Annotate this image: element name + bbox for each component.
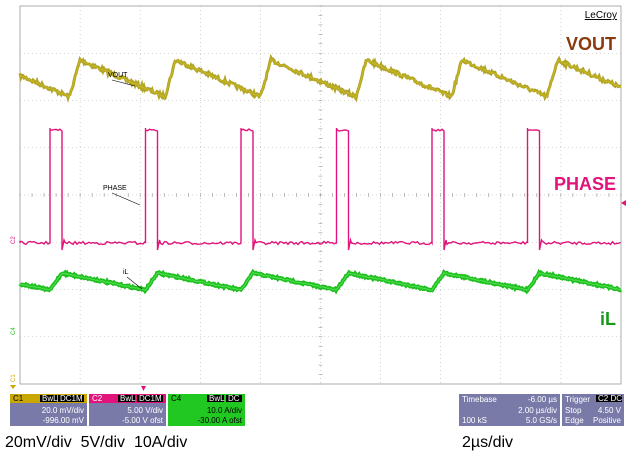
trigger-panel[interactable]: Trigger C2 DC Stop 4.50 V Edge Positive (562, 394, 624, 426)
trigger-level: 4.50 V (598, 406, 622, 415)
graticule (19, 5, 622, 385)
c1-ground-arrow (10, 385, 16, 389)
il-label: iL (600, 309, 616, 329)
trigger-slope: Positive (593, 416, 622, 425)
trigger-source: C2 DC (598, 394, 622, 403)
c1-tag-bwl: BwL (42, 394, 58, 403)
vout-annotation: VOUT (108, 72, 128, 79)
timebase-panel[interactable]: Timebase -6.00 µs 2.00 µs/div 100 kS 5.0… (459, 394, 560, 426)
trigger-position-marker[interactable] (141, 386, 146, 391)
timebase-rate: 5.0 GS/s (526, 416, 557, 425)
timebase-label: Timebase (462, 395, 497, 404)
trigger-mode: Stop (565, 406, 582, 415)
brand-logo: LeCroy (585, 10, 617, 21)
c4-tag-coupling: DC (228, 394, 240, 403)
channel-c1-panel[interactable]: C1 BwL DC1M 20.0 mV/div -996.00 mV (10, 394, 87, 426)
c1-offset: -996.00 mV (43, 416, 85, 425)
time-caption: 2µs/div (462, 434, 513, 451)
c4-marker: C4 (11, 327, 17, 335)
trigger-label: Trigger (565, 395, 590, 404)
c2-marker: C2 (11, 236, 17, 244)
c4-offset: -30.00 A ofst (198, 416, 243, 425)
c2-id: C2 (92, 394, 103, 403)
trigger-type: Edge (565, 416, 584, 425)
timebase-delay: -6.00 µs (528, 395, 557, 404)
vout-waveform-core (19, 57, 622, 99)
timebase-samples: 100 kS (462, 416, 487, 425)
il-waveform-core (19, 271, 622, 292)
c2-offset: -5.00 V ofst (122, 416, 164, 425)
vout-label: VOUT (566, 34, 616, 54)
c4-tag-bwl: BwL (209, 394, 225, 403)
channel-c4-panel[interactable]: C4 BwL DC 10.0 A/div -30.00 A ofst (168, 394, 245, 426)
c2-tag-bwl: BwL (120, 394, 136, 403)
c2-tag-coupling: DC1M (139, 394, 162, 403)
c1-tag-coupling: DC1M (60, 394, 83, 403)
c1-id: C1 (13, 394, 24, 403)
phase-annotation-leader (111, 192, 141, 206)
il-annotation-leader (126, 276, 143, 290)
c2-scale: 5.00 V/div (127, 406, 163, 415)
channel-c2-panel[interactable]: C2 BwL DC1M 5.00 V/div -5.00 V ofst (89, 394, 166, 426)
phase-annotation: PHASE (103, 185, 127, 192)
trigger-level-marker[interactable] (621, 200, 626, 206)
timebase-per-div: 2.00 µs/div (518, 406, 557, 415)
scale-caption: 20mV/div 5V/div 10A/div (5, 434, 187, 451)
c1-marker: C1 (11, 374, 17, 382)
vout-annotation-leader (111, 79, 136, 87)
il-annotation: iL (123, 269, 129, 276)
phase-label: PHASE (554, 174, 616, 194)
phase-waveform (19, 128, 621, 251)
c4-id: C4 (171, 394, 182, 403)
c4-scale: 10.0 A/div (207, 406, 242, 415)
c1-scale: 20.0 mV/div (42, 406, 84, 415)
